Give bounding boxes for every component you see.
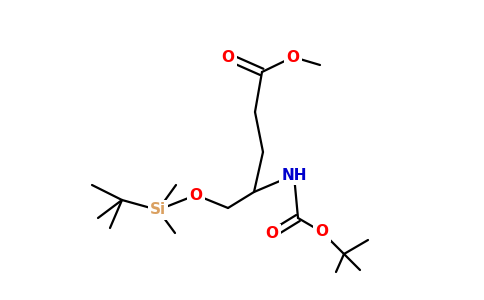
Text: O: O — [266, 226, 278, 242]
Text: O: O — [222, 50, 235, 64]
Text: Si: Si — [150, 202, 166, 217]
Text: O: O — [190, 188, 202, 202]
Text: O: O — [316, 224, 329, 239]
Text: NH: NH — [281, 167, 307, 182]
Text: O: O — [287, 50, 300, 64]
